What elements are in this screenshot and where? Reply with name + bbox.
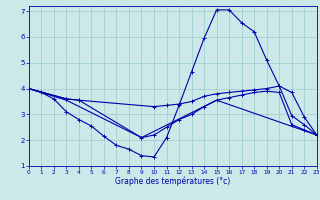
X-axis label: Graphe des températures (°c): Graphe des températures (°c) [115,177,230,186]
